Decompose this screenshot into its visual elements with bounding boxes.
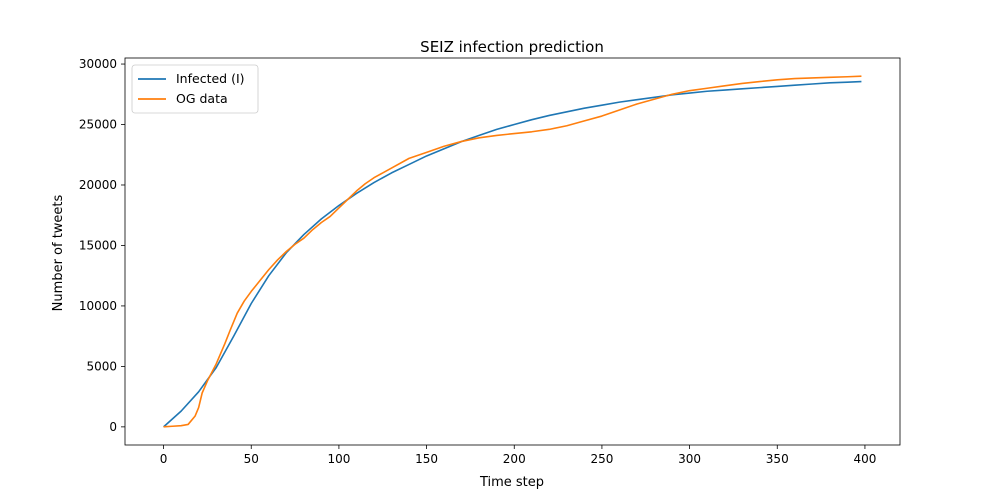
x-tick-label: 50	[244, 452, 259, 466]
y-axis: 0 5000 10000 15000 20000 25000 30000	[79, 57, 125, 434]
y-tick-label: 15000	[79, 238, 117, 252]
y-tick-label: 0	[109, 420, 117, 434]
y-tick-label: 20000	[79, 178, 117, 192]
x-axis: 0 50 100 150 200 250 300 350 400	[160, 445, 876, 466]
x-tick-label: 200	[503, 452, 526, 466]
y-tick-label: 30000	[79, 57, 117, 71]
series-line-og-data	[163, 75, 862, 428]
x-tick-label: 0	[160, 452, 168, 466]
legend-label: Infected (I)	[176, 71, 245, 86]
chart-title: SEIZ infection prediction	[420, 38, 604, 56]
x-tick-label: 300	[678, 452, 701, 466]
y-tick-label: 10000	[79, 299, 117, 313]
legend-label: OG data	[176, 91, 228, 106]
plot-area	[124, 57, 901, 446]
series-line-infected	[163, 80, 862, 428]
x-tick-label: 150	[415, 452, 438, 466]
x-tick-label: 100	[327, 452, 350, 466]
x-tick-label: 350	[766, 452, 789, 466]
x-tick-label: 250	[590, 452, 613, 466]
x-axis-label: Time step	[479, 475, 544, 490]
legend: Infected (I) OG data	[131, 64, 259, 114]
y-tick-label: 5000	[86, 359, 117, 373]
plot-frame	[124, 57, 901, 446]
x-tick-label: 400	[853, 452, 876, 466]
y-tick-label: 25000	[79, 118, 117, 132]
y-axis-label: Number of tweets	[51, 194, 66, 311]
legend-box	[131, 64, 259, 114]
